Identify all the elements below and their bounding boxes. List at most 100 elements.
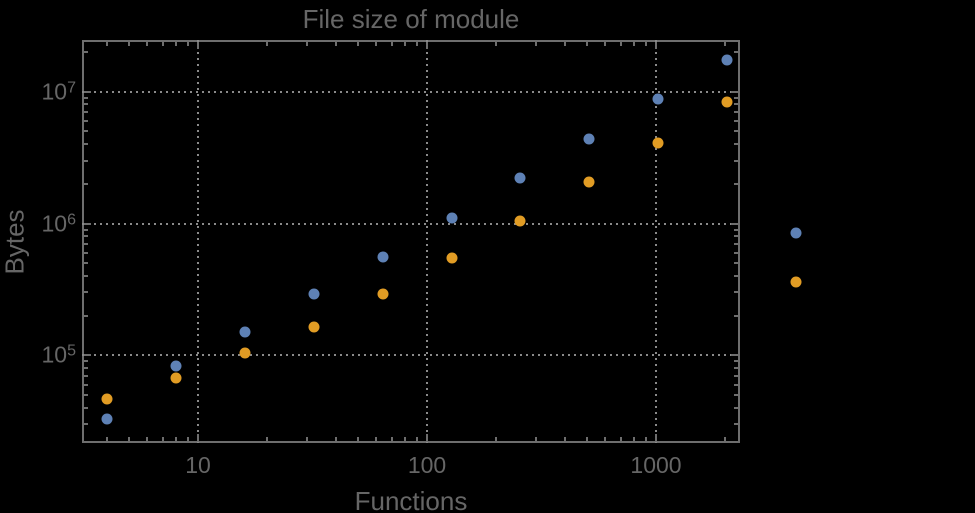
y-tick-exponent: 7 bbox=[67, 79, 76, 97]
axis-tick bbox=[265, 42, 268, 46]
axis-tick bbox=[535, 437, 538, 441]
axis-tick bbox=[731, 354, 738, 357]
axis-tick bbox=[306, 42, 309, 46]
data-point-series-2-orange bbox=[377, 288, 389, 300]
data-point-series-2-orange bbox=[652, 137, 664, 149]
axis-tick bbox=[734, 291, 738, 294]
axis-tick bbox=[734, 423, 738, 426]
chart-title: File size of module bbox=[302, 4, 520, 34]
data-point-series-1-blue bbox=[446, 212, 458, 224]
axis-tick bbox=[84, 51, 88, 54]
axis-tick bbox=[84, 111, 88, 114]
axis-tick bbox=[174, 42, 177, 46]
data-point-series-1-blue bbox=[583, 133, 595, 145]
axis-tick bbox=[357, 42, 360, 46]
data-point-series-1-blue bbox=[308, 288, 320, 300]
axis-tick bbox=[494, 437, 497, 441]
data-point-series-2-orange bbox=[239, 347, 251, 358]
axis-tick bbox=[84, 228, 88, 231]
axis-tick bbox=[375, 437, 378, 441]
axis-tick bbox=[619, 437, 622, 441]
axis-tick bbox=[84, 143, 88, 146]
axis-tick bbox=[604, 437, 607, 441]
axis-tick bbox=[604, 42, 607, 46]
axis-tick bbox=[84, 374, 88, 377]
y-tick-label: 107 bbox=[42, 80, 77, 103]
data-point-series-1-blue bbox=[101, 413, 113, 425]
axis-tick bbox=[84, 393, 88, 396]
x-tick-label: 1000 bbox=[630, 452, 682, 478]
data-point-series-1-blue bbox=[170, 360, 182, 372]
axis-tick bbox=[146, 42, 149, 46]
axis-tick bbox=[84, 251, 88, 254]
grid-line-horizontal bbox=[82, 354, 740, 357]
grid-line-vertical bbox=[655, 40, 657, 443]
axis-tick bbox=[84, 119, 88, 122]
axis-tick bbox=[84, 242, 88, 245]
axis-tick bbox=[734, 159, 738, 162]
axis-tick bbox=[734, 367, 738, 370]
axis-tick bbox=[619, 42, 622, 46]
axis-tick bbox=[734, 406, 738, 409]
axis-tick bbox=[84, 103, 88, 106]
axis-tick bbox=[734, 383, 738, 386]
data-point-series-2-orange bbox=[308, 321, 320, 333]
axis-tick bbox=[84, 367, 88, 370]
y-tick-exponent: 6 bbox=[67, 211, 76, 228]
y-tick-base: 10 bbox=[41, 341, 68, 368]
y-tick-base: 10 bbox=[41, 210, 68, 236]
data-point-series-1-blue bbox=[790, 227, 802, 239]
data-point-series-1-blue bbox=[377, 251, 389, 263]
axis-tick bbox=[734, 374, 738, 377]
axis-tick bbox=[644, 42, 647, 46]
axis-tick bbox=[105, 437, 108, 441]
axis-tick bbox=[84, 235, 88, 238]
axis-tick bbox=[84, 262, 88, 265]
data-point-series-1-blue bbox=[652, 93, 664, 105]
axis-tick bbox=[734, 111, 738, 114]
axis-tick bbox=[146, 437, 149, 441]
axis-tick bbox=[84, 274, 88, 277]
axis-tick bbox=[334, 42, 337, 46]
axis-tick bbox=[632, 437, 635, 441]
grid-line-vertical bbox=[426, 40, 428, 443]
axis-tick bbox=[415, 42, 418, 46]
data-point-series-1-blue bbox=[239, 326, 251, 338]
x-tick-label: 100 bbox=[407, 452, 447, 478]
axis-tick bbox=[403, 42, 406, 46]
axis-tick bbox=[84, 383, 88, 386]
axis-tick bbox=[375, 42, 378, 46]
axis-tick bbox=[723, 437, 726, 441]
axis-tick bbox=[186, 437, 189, 441]
axis-tick bbox=[426, 434, 428, 441]
axis-tick bbox=[734, 130, 738, 133]
axis-tick bbox=[390, 437, 393, 441]
axis-tick bbox=[655, 42, 657, 49]
axis-tick bbox=[334, 437, 337, 441]
y-tick-base: 10 bbox=[41, 78, 68, 105]
data-point-series-1-blue bbox=[514, 172, 526, 184]
axis-tick bbox=[403, 437, 406, 441]
plot-frame bbox=[82, 40, 740, 443]
axis-tick bbox=[734, 242, 738, 245]
axis-tick bbox=[734, 228, 738, 231]
axis-tick bbox=[563, 437, 566, 441]
axis-tick bbox=[632, 42, 635, 46]
grid-line-horizontal bbox=[82, 222, 740, 225]
axis-tick bbox=[734, 51, 738, 54]
axis-tick bbox=[655, 434, 657, 441]
axis-tick bbox=[197, 42, 199, 49]
axis-tick bbox=[84, 222, 91, 225]
axis-tick bbox=[128, 42, 131, 46]
axis-tick bbox=[105, 42, 108, 46]
axis-tick bbox=[563, 42, 566, 46]
axis-tick bbox=[731, 222, 738, 225]
axis-tick bbox=[128, 437, 131, 441]
axis-tick bbox=[84, 406, 88, 409]
axis-tick bbox=[426, 42, 428, 49]
axis-tick bbox=[84, 159, 88, 162]
axis-tick bbox=[390, 42, 393, 46]
data-point-series-1-blue bbox=[721, 54, 733, 66]
axis-tick bbox=[357, 437, 360, 441]
data-point-series-2-orange bbox=[583, 176, 595, 188]
